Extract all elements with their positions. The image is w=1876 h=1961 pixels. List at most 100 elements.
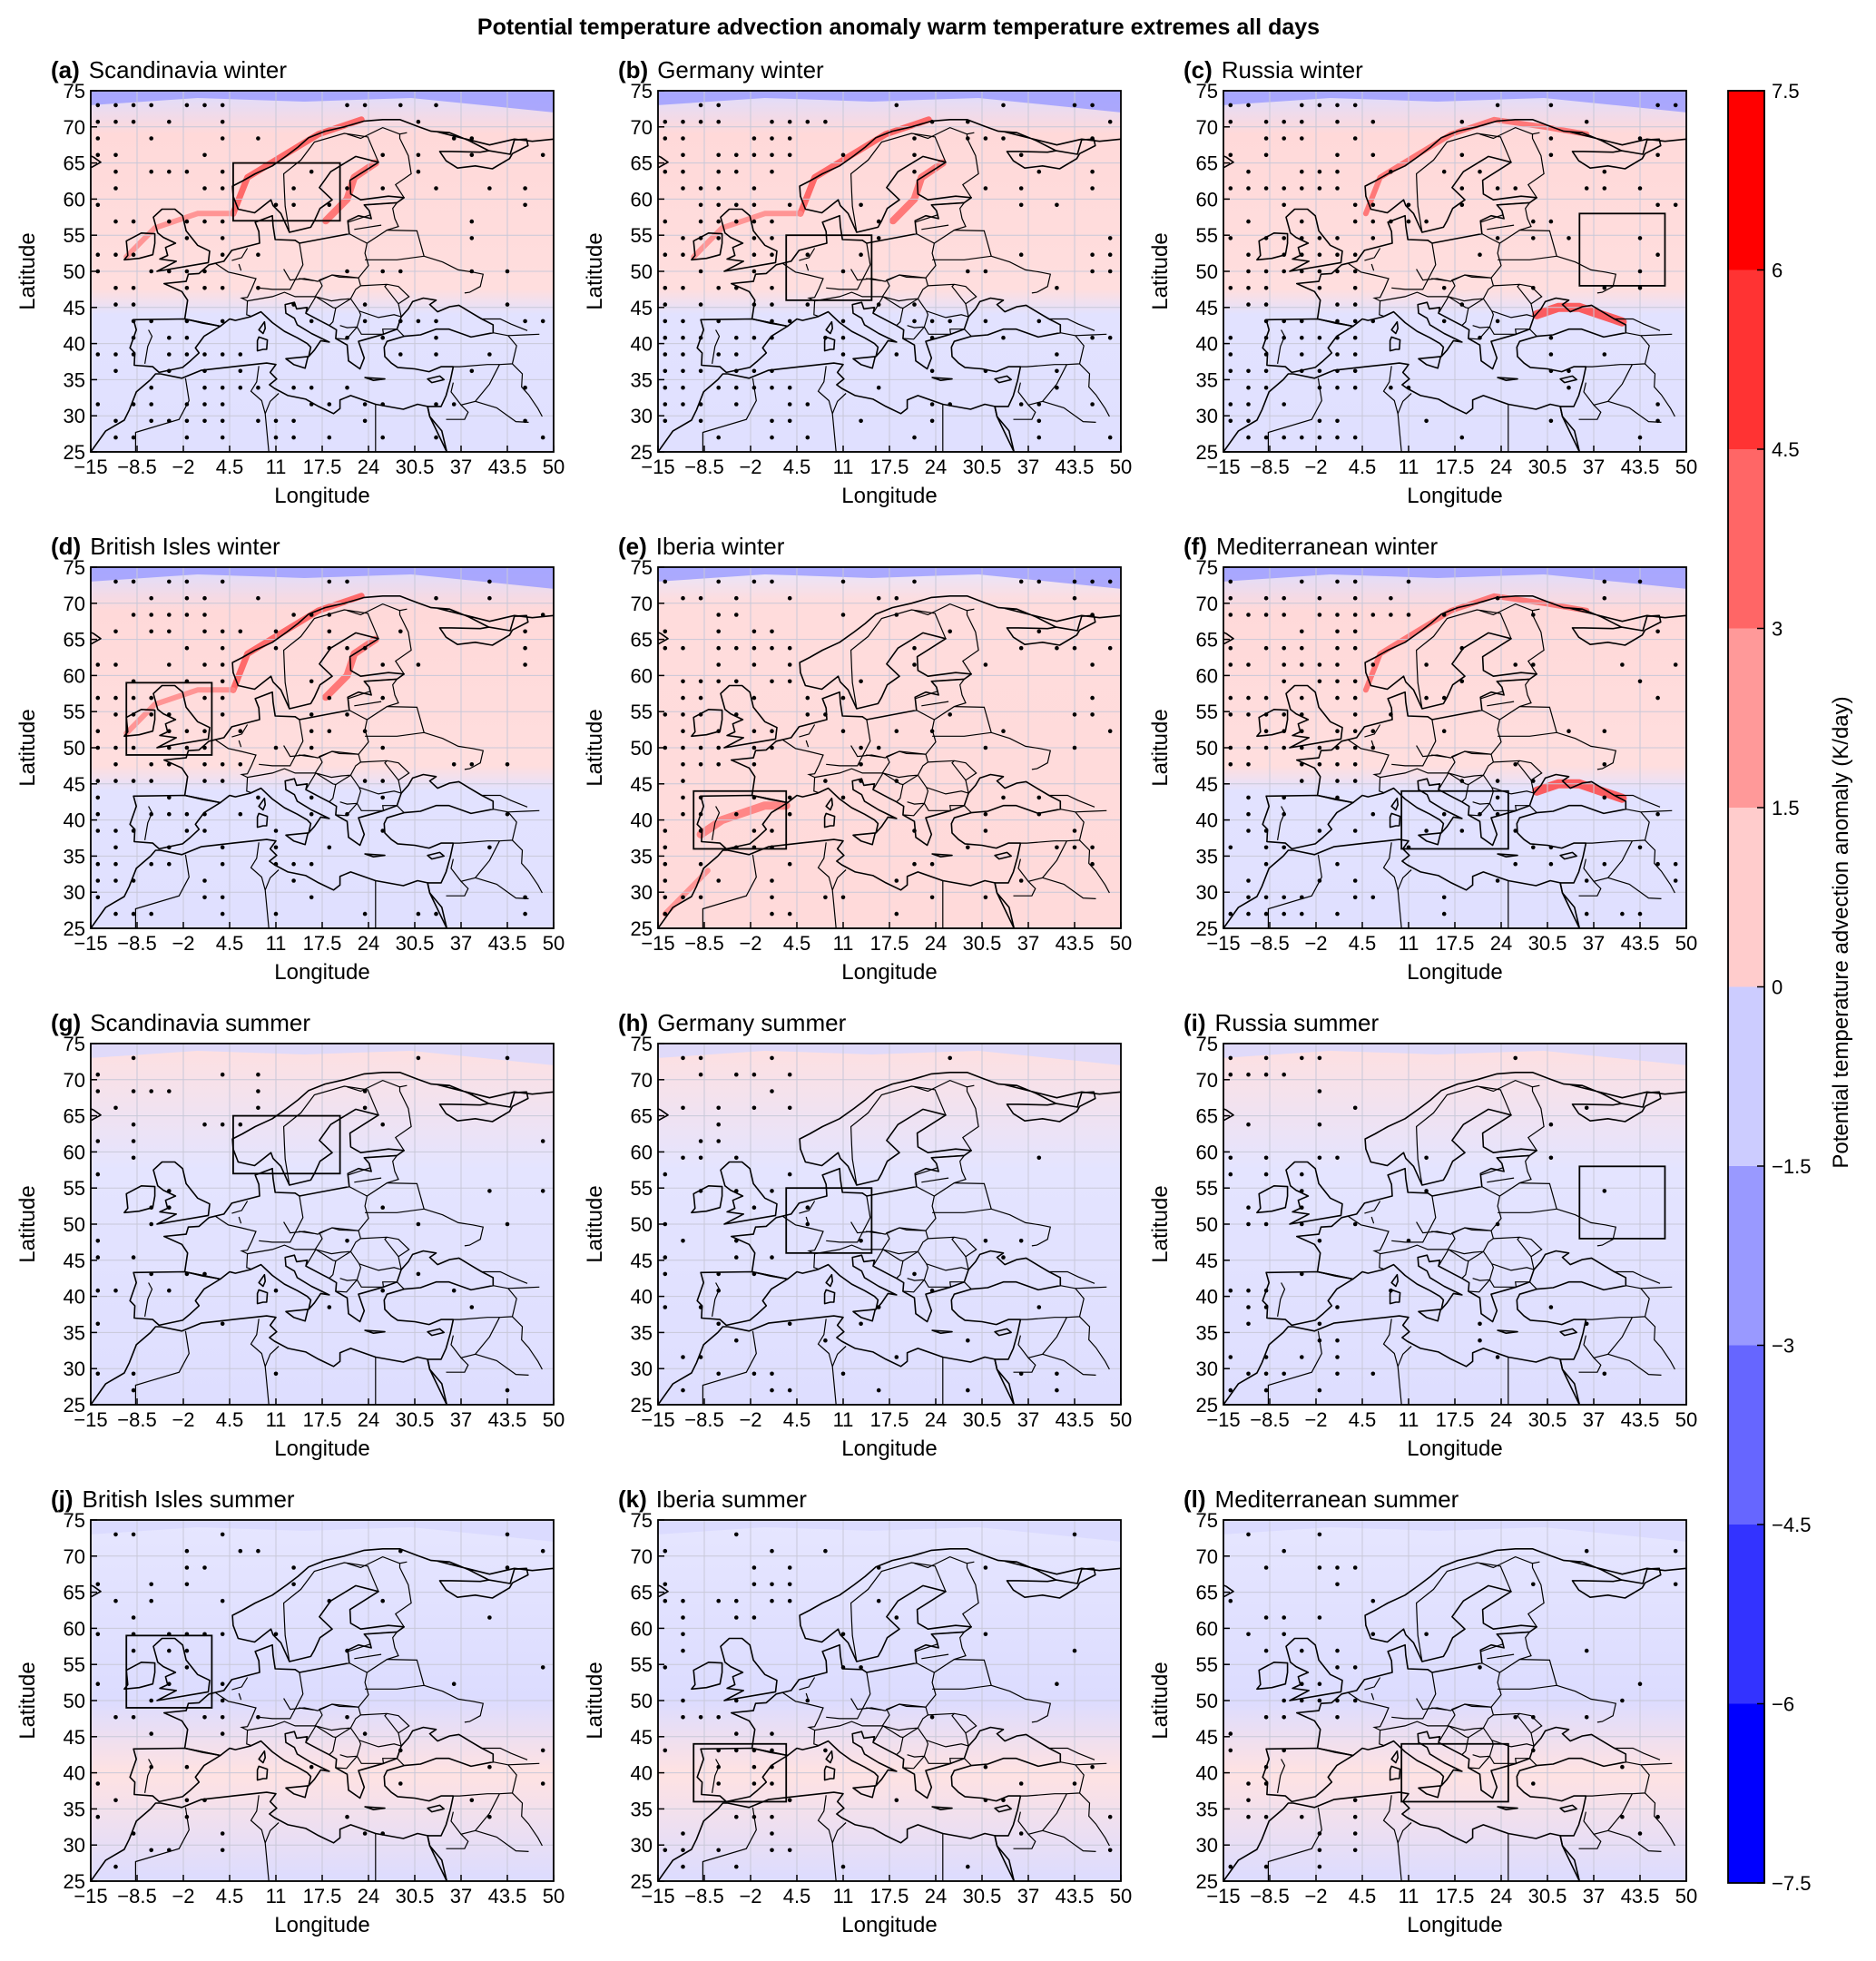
coastline: [658, 1107, 669, 1122]
x-tick-label: −15: [74, 456, 107, 478]
colorbar-segment: [1728, 628, 1764, 808]
stipple-dot: [149, 169, 153, 174]
stipple-dot: [912, 152, 917, 158]
coastline: [568, 83, 604, 123]
x-tick-label: −15: [1206, 456, 1240, 478]
stipple-dot: [113, 103, 118, 108]
stipple-dot: [787, 595, 792, 601]
stipple-dot: [1263, 911, 1269, 917]
stipple-dot: [1531, 662, 1536, 667]
stipple-dot: [698, 679, 703, 684]
stipple-dot: [469, 236, 475, 240]
stipple-dot: [716, 1598, 721, 1603]
stipple-dot: [681, 1615, 685, 1620]
coastline: [696, 1270, 789, 1327]
stipple-dot: [1300, 1271, 1304, 1277]
stipple-dot: [416, 119, 421, 124]
stipple-dot: [202, 1122, 207, 1127]
stipple-dot: [1620, 911, 1625, 917]
stipple-dot: [663, 1172, 668, 1177]
stipple-dot: [1228, 1748, 1233, 1753]
country-border: [1528, 328, 1537, 338]
stipple-dot: [751, 1205, 757, 1210]
country-border: [1497, 678, 1530, 682]
stipple-dot: [1370, 202, 1376, 208]
stipple-dot: [912, 662, 917, 667]
panel-title: (j) British Isles summer: [51, 1485, 295, 1513]
country-border: [799, 1677, 816, 1691]
stipple-dot: [770, 895, 774, 900]
country-border: [1364, 1201, 1381, 1214]
stipple-dot: [663, 1598, 668, 1603]
coastline: [1390, 1750, 1399, 1764]
country-border: [781, 1691, 824, 1746]
stipple-dot: [1673, 103, 1678, 108]
stipple-dot: [95, 1239, 101, 1243]
country-border: [1317, 1747, 1353, 1757]
stipple-dot: [167, 352, 172, 357]
x-tick-label: 37: [1017, 1408, 1039, 1431]
y-tick-label: 55: [1196, 1653, 1218, 1676]
stipple-dot: [220, 712, 225, 717]
stipple-dot: [523, 319, 527, 324]
stipple-dot: [167, 1089, 172, 1093]
coastline: [1418, 832, 1442, 846]
stipple-dot: [1317, 368, 1322, 374]
stipple-dot: [1352, 103, 1358, 108]
y-tick-label: 70: [1196, 1545, 1218, 1568]
country-border: [475, 400, 529, 423]
stipple-dot: [1335, 911, 1340, 917]
stipple-dot: [113, 712, 118, 717]
stipple-dot: [184, 335, 190, 340]
stipple-dot: [698, 219, 703, 224]
stipple-dot: [220, 119, 225, 124]
stipple-dot: [1072, 712, 1077, 717]
y-tick-label: 45: [631, 1250, 653, 1272]
stipple-dot: [131, 1055, 136, 1061]
colorbar-tick-label: 7.5: [1772, 80, 1800, 103]
stipple-dot: [1335, 352, 1340, 357]
stipple-dot: [1352, 1814, 1358, 1819]
coastline: [123, 232, 156, 261]
stipple-dot: [1352, 645, 1358, 651]
stipple-dot: [1352, 679, 1358, 684]
stipple-dot: [751, 745, 757, 750]
stipple-dot: [1352, 252, 1358, 258]
stipple-dot: [469, 152, 475, 158]
stipple-dot: [716, 745, 721, 750]
stipple-dot: [840, 1371, 846, 1377]
x-tick-label: 30.5: [963, 1408, 1002, 1431]
country-border: [1391, 242, 1437, 290]
stipple-dot: [1090, 169, 1095, 174]
coastline: [568, 1513, 604, 1553]
stipple-dot: [1370, 236, 1376, 240]
stipple-dot: [113, 1864, 118, 1869]
stipple-dot: [202, 402, 207, 407]
panel-germany-winter: (b) Germany winter−15 −8.5 −2 4.5 11 17.5 24 30.…: [583, 56, 1132, 508]
stipple-dot: [1246, 368, 1251, 374]
y-tick-label: 55: [64, 224, 85, 247]
y-tick-label: 40: [1196, 1762, 1218, 1785]
colorbar-tick-label: −4.5: [1772, 1514, 1811, 1536]
stipple-dot: [1282, 402, 1286, 407]
stipple-dot: [716, 1781, 721, 1786]
country-border: [1482, 1250, 1535, 1271]
country-border: [348, 691, 370, 700]
country-border: [349, 679, 399, 721]
country-border: [347, 126, 400, 140]
stipple-dot: [113, 662, 118, 667]
coastline: [285, 1785, 309, 1799]
stipple-dot: [983, 319, 988, 324]
stipple-dot: [663, 319, 668, 324]
country-border: [134, 1330, 190, 1405]
x-tick-label: 50: [1675, 1408, 1697, 1431]
stipple-dot: [167, 662, 172, 667]
stipple-dot: [1036, 1305, 1042, 1309]
map-area: [658, 567, 1121, 928]
stipple-dot: [220, 645, 225, 651]
country-border: [1607, 1829, 1662, 1852]
y-tick-label: 70: [64, 593, 85, 615]
stipple-dot: [1018, 402, 1024, 407]
stipple-dot: [202, 152, 207, 158]
country-border: [1347, 1215, 1390, 1270]
